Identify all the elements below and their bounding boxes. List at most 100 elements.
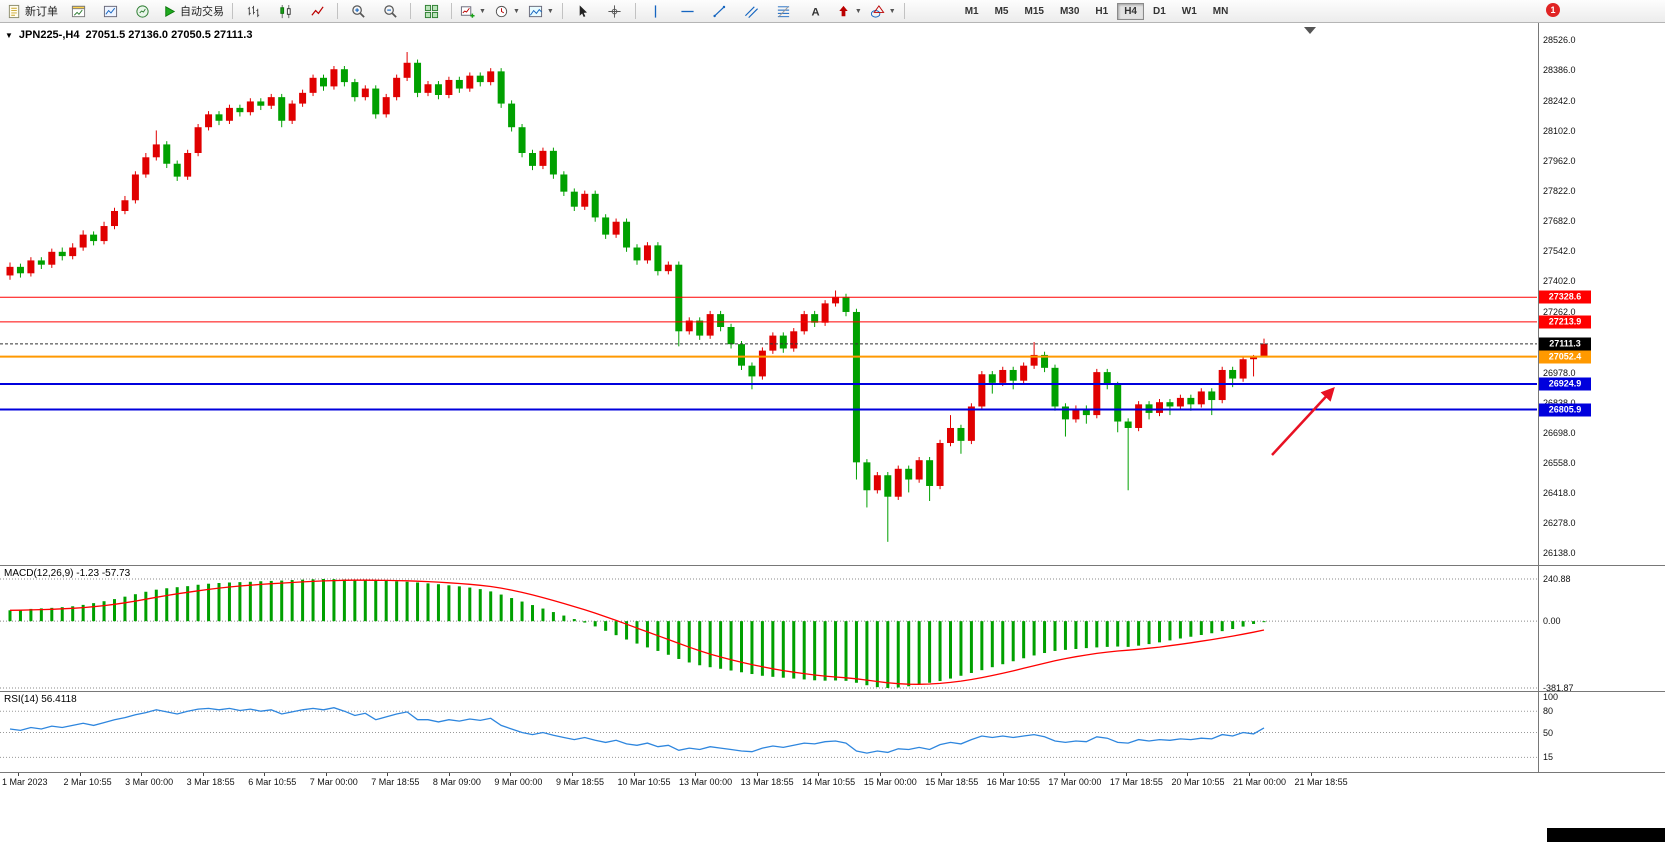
timeframe-m30[interactable]: M30 <box>1059 5 1080 17</box>
price-tick: 26838.0 <box>1543 398 1576 408</box>
price-tick: 26418.0 <box>1543 487 1576 498</box>
time-axis-tick <box>1187 773 1189 776</box>
time-tick-label: 15 Mar 00:00 <box>863 777 917 787</box>
arrows-button[interactable]: ▼ <box>832 0 866 22</box>
pane-divider-rsi[interactable] <box>0 691 1665 692</box>
price-tick: 26698.0 <box>1543 427 1576 438</box>
time-tick-label: 1 Mar 2023 <box>2 777 48 787</box>
pane-divider-macd[interactable] <box>0 565 1665 566</box>
text-label-button[interactable]: A <box>800 0 832 22</box>
chart-window-icon <box>71 4 86 19</box>
rsi-pane[interactable]: RSI(14) 56.4118 <box>0 692 1537 772</box>
chart-window-button[interactable] <box>62 0 94 22</box>
timeframe-h4[interactable]: H4 <box>1117 2 1144 20</box>
time-tick-label: 7 Mar 18:55 <box>371 777 420 787</box>
dropdown-caret-icon: ▼ <box>546 7 554 15</box>
zoom-in-icon <box>351 4 366 19</box>
time-tick-label: 14 Mar 10:55 <box>802 777 856 787</box>
shapes-button[interactable]: ▼ <box>866 0 900 22</box>
rsi-axis-tick: 100 <box>1543 692 1559 702</box>
price-badge-resistance-line-upper: 27328.6 <box>1539 290 1591 304</box>
one-click-trading-arrow[interactable]: ▼ <box>5 30 13 40</box>
rsi-axis-tick: 15 <box>1543 752 1554 763</box>
price-tick: 28242.0 <box>1543 96 1576 106</box>
newchart-icon <box>460 4 475 19</box>
tile-windows-button[interactable] <box>415 0 447 22</box>
trend-arrow-annotation[interactable] <box>1271 386 1335 456</box>
new-order-button[interactable]: 新订单 <box>3 0 62 22</box>
macd-pane[interactable]: MACD(12,26,9) -1.23 -57.73 <box>0 566 1537 691</box>
zoom-out-button[interactable] <box>374 0 406 22</box>
notification-badge[interactable]: 1 <box>1546 3 1560 17</box>
time-axis-tick <box>1249 773 1250 776</box>
timeframe-mn[interactable]: MN <box>1212 5 1229 17</box>
profiles-button[interactable] <box>94 0 126 22</box>
time-tick-label: 10 Mar 10:55 <box>617 777 671 787</box>
vertical-line-button[interactable] <box>640 0 672 22</box>
trendline-button[interactable] <box>704 0 736 22</box>
crosshair-button[interactable] <box>599 0 631 22</box>
vline-icon <box>648 4 663 19</box>
horizontal-line-button[interactable] <box>672 0 704 22</box>
zoom-in-button[interactable] <box>342 0 374 22</box>
time-tick-label: 16 Mar 10:55 <box>986 777 1040 787</box>
arrows-icon <box>836 4 851 19</box>
time-tick-label: 17 Mar 00:00 <box>1048 777 1102 787</box>
shapes-icon <box>870 4 885 19</box>
symbol-period-label: JPN225-,H4 <box>18 29 80 41</box>
macd-histogram <box>8 578 1266 689</box>
profiles-icon <box>103 4 118 19</box>
new-chart-button[interactable]: ▼ <box>456 0 490 22</box>
price-tick: 26278.0 <box>1543 517 1576 528</box>
channel-button[interactable] <box>736 0 768 22</box>
timeframe-m5[interactable]: M5 <box>994 5 1009 17</box>
main-chart-pane[interactable]: ▼ JPN225-,H4 27051.5 27136.0 27050.5 271… <box>0 23 1537 565</box>
market-watch-button[interactable] <box>126 0 158 22</box>
cursor-button[interactable] <box>567 0 599 22</box>
time-axis[interactable]: 1 Mar 2023 2 Mar 10:55 3 Mar 00:00 3 Mar 18… <box>0 773 1665 793</box>
periods-button[interactable]: ▼ <box>490 0 524 22</box>
price-badge-support-line-upper: 26924.9 <box>1539 377 1591 391</box>
toolbar-separator <box>634 3 636 19</box>
rsi-label: RSI(14) 56.4118 <box>4 694 77 705</box>
time-tick-label: 13 Mar 00:00 <box>679 777 733 787</box>
candlestick-series <box>6 52 1268 542</box>
price-tick: 27822.0 <box>1543 186 1576 197</box>
time-axis-tick <box>79 773 81 776</box>
price-tick: 26138.0 <box>1543 548 1576 558</box>
linechart-icon <box>310 4 325 19</box>
time-tick-label: 6 Mar 10:55 <box>248 777 297 787</box>
time-axis-tick <box>633 773 635 776</box>
toolbar-separator <box>903 3 905 19</box>
time-tick-label: 7 Mar 00:00 <box>309 777 358 787</box>
toolbar-separator <box>410 3 411 19</box>
candlestick-chart-button[interactable] <box>269 0 301 22</box>
timeframe-m15[interactable]: M15 <box>1024 5 1044 17</box>
time-axis-tick <box>202 773 204 776</box>
line-chart-button[interactable] <box>301 0 333 22</box>
time-axis-tick <box>571 773 573 776</box>
bar-chart-button[interactable] <box>237 0 269 22</box>
time-axis-tick <box>325 773 327 776</box>
chart-shift-marker[interactable] <box>1304 27 1316 34</box>
auto-trading-button[interactable]: 自动交易 <box>158 0 228 22</box>
macd-label: MACD(12,26,9) -1.23 -57.73 <box>4 568 131 579</box>
timeframe-m1[interactable]: M1 <box>964 5 979 17</box>
time-tick-label: 9 Mar 00:00 <box>494 777 543 787</box>
time-axis-tick <box>448 773 450 776</box>
price-badge-support-line-lower: 26805.9 <box>1539 403 1591 417</box>
trendline-icon <box>712 4 727 19</box>
text-icon: A <box>808 4 823 19</box>
autotrade-icon <box>162 4 177 19</box>
timeframe-w1[interactable]: W1 <box>1181 5 1197 17</box>
current-price-badge: 27111.3 <box>1539 337 1591 351</box>
templates-button[interactable]: ▼ <box>524 0 558 22</box>
macd-axis-tick: 0.00 <box>1543 616 1561 627</box>
fibonacci-button[interactable] <box>768 0 800 22</box>
time-tick-label: 3 Mar 18:55 <box>186 777 235 787</box>
time-tick-label: 3 Mar 00:00 <box>125 777 174 787</box>
price-axis[interactable]: 28526.0 28386.0 28242.0 28102.0 27962.0 27822… <box>1538 23 1665 772</box>
timeframe-d1[interactable]: D1 <box>1153 5 1166 17</box>
timeframe-h1[interactable]: H1 <box>1095 5 1109 17</box>
time-axis-tick <box>141 773 143 776</box>
